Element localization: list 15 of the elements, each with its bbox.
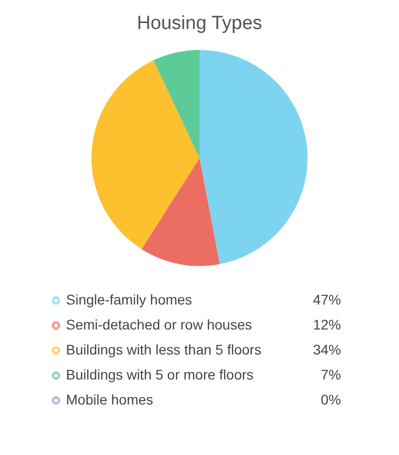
text: 0%	[320, 392, 341, 408]
pie-slice	[154, 50, 200, 158]
pie-slice	[92, 60, 200, 250]
legend-label: Buildings with 5 or more floors	[66, 366, 254, 382]
pie-slice	[142, 158, 220, 266]
data-label: 34%	[312, 342, 341, 358]
data-label: 47%	[312, 292, 341, 308]
legend-label: Buildings with less than 5 floors	[66, 342, 262, 358]
pie-slice	[200, 50, 308, 264]
legend-label: Semi-detached or row houses	[66, 316, 252, 332]
data-label: 12%	[312, 316, 341, 332]
data-label: 7%	[320, 366, 341, 382]
chart-title: Housing Types	[136, 13, 262, 34]
legend-label: Single-family homes	[66, 292, 192, 308]
legend-label: Mobile homes	[66, 392, 154, 408]
